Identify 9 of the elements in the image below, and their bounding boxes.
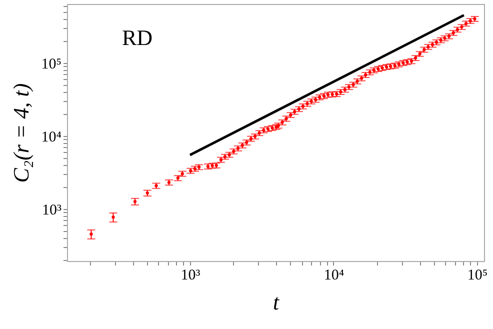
y-tick-label: 10³ (42, 202, 62, 219)
x-tick-label: 10⁵ (467, 268, 488, 284)
y-tick-label: 10⁵ (41, 56, 62, 72)
y-axis-title: C₂(r = 4, t) (8, 83, 34, 183)
x-axis-title: t (272, 290, 280, 314)
x-tick-label: 10³ (180, 268, 201, 284)
annotation: RD (122, 25, 153, 50)
y-tick-label: 10⁴ (41, 130, 62, 146)
x-tick-label: 10⁴ (324, 268, 344, 284)
